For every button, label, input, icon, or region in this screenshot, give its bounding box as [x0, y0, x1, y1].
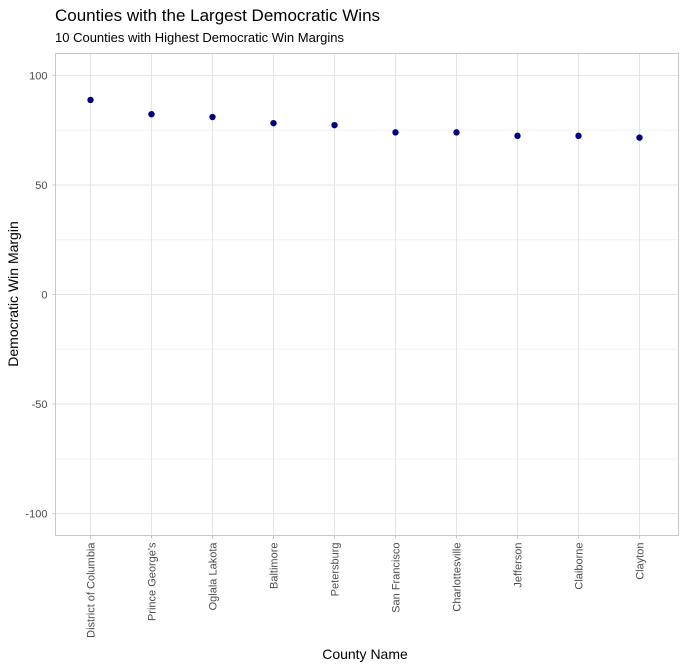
- y-tick-label: 100: [29, 70, 47, 82]
- x-tick-label: Charlottesville: [452, 543, 464, 612]
- data-points: [87, 96, 643, 141]
- y-tick-label: -50: [32, 399, 48, 411]
- x-tick-label: Baltimore: [269, 543, 281, 589]
- x-tick-label: Claiborne: [574, 543, 586, 590]
- x-tick-label: Jefferson: [513, 543, 525, 588]
- x-axis-ticks: District of Columbia Prince George's Oglal…: [86, 535, 647, 638]
- data-point: [148, 110, 155, 118]
- data-point: [636, 134, 643, 141]
- x-tick-label: Clayton: [635, 543, 647, 580]
- data-point: [392, 129, 399, 136]
- data-point: [575, 132, 582, 140]
- x-axis-title: County Name: [322, 646, 408, 662]
- major-gridlines: [55, 53, 679, 536]
- y-tick-label: 0: [41, 290, 47, 302]
- x-tick-label: Oglala Lakota: [208, 542, 220, 611]
- data-point: [514, 132, 521, 140]
- x-tick-label: San Francisco: [391, 543, 403, 613]
- chart-subtitle: 10 Counties with Highest Democratic Win …: [55, 30, 344, 45]
- chart-title: Counties with the Largest Democratic Win…: [55, 6, 380, 25]
- data-point: [331, 121, 338, 129]
- data-point: [270, 119, 277, 127]
- y-axis-ticks: -100 -50 0 50 100: [25, 70, 56, 521]
- x-tick-label: Petersburg: [330, 543, 342, 597]
- x-tick-label: District of Columbia: [86, 542, 98, 638]
- data-point: [209, 113, 216, 121]
- x-tick-label: Prince George's: [147, 542, 159, 621]
- y-tick-label: -100: [25, 509, 47, 521]
- y-axis-title: Democratic Win Margin: [5, 221, 21, 366]
- data-point: [87, 96, 94, 104]
- data-point: [453, 129, 460, 136]
- y-tick-label: 50: [35, 180, 47, 192]
- minor-gridlines: [55, 129, 679, 460]
